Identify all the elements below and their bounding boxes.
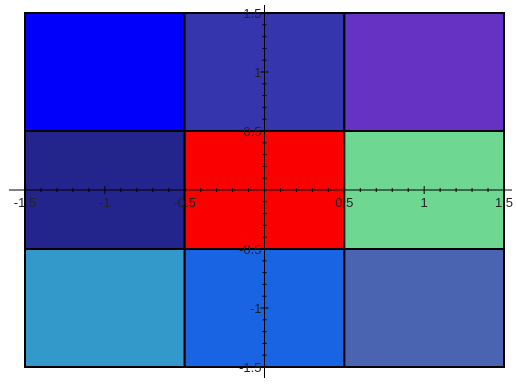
- heatmap-cell-9: [343, 248, 506, 368]
- x-tick-label: 0.5: [335, 195, 353, 210]
- y-tick-label: 1: [254, 65, 261, 80]
- tick-labels-layer: -1.5 -1 -0.5 0.5 1 1.5 1.5 1 0.5 -0.5 -1 -1.5: [14, 6, 513, 375]
- x-tick-label: 1.5: [495, 195, 513, 210]
- x-tick-label: -0.5: [173, 195, 195, 210]
- x-tick-label: -1.5: [14, 195, 36, 210]
- y-tick-label: 0.5: [243, 124, 261, 139]
- heatmap-cell-3: [343, 12, 506, 132]
- y-tick-label: -1.5: [239, 360, 261, 375]
- y-tick-label: -1: [250, 301, 262, 316]
- y-tick-label: -0.5: [239, 242, 261, 257]
- x-tick-label: 1: [421, 195, 428, 210]
- axes-layer: [9, 5, 512, 378]
- x-tick-label: -1: [99, 195, 111, 210]
- y-tick-label: 1.5: [243, 6, 261, 21]
- heatmap-cell-7: [24, 248, 186, 368]
- heatmap-cell-1: [24, 12, 186, 132]
